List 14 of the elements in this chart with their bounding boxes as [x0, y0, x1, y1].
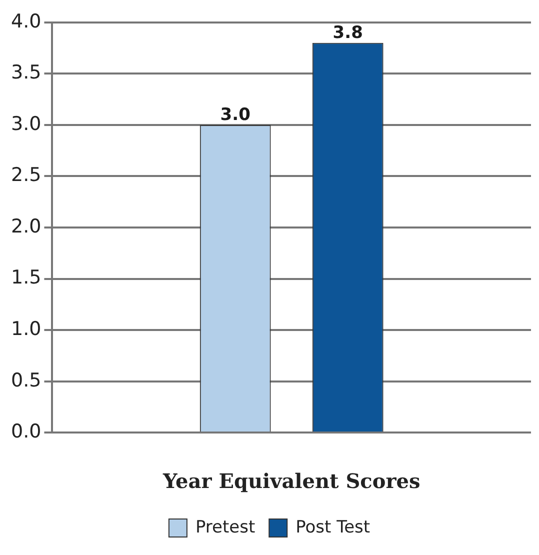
legend-label: Post Test: [296, 517, 370, 538]
y-tick-label: 3.0: [11, 112, 42, 135]
x-axis-title: Year Equivalent Scores: [162, 469, 420, 494]
y-tick-label: 0.5: [11, 369, 42, 392]
y-tick-label: 2.0: [11, 215, 42, 238]
y-tick-label: 1.0: [11, 318, 42, 340]
y-tick-label: 4.0: [11, 10, 42, 32]
y-tick-label: 0.0: [11, 420, 42, 443]
data-label: 3.0: [220, 104, 251, 125]
y-tick-label: 1.5: [11, 266, 42, 289]
data-label: 3.8: [332, 22, 363, 43]
y-tick-label: 2.5: [11, 164, 42, 186]
legend-label: Pretest: [195, 517, 256, 538]
y-tick-label: 3.5: [11, 62, 42, 84]
